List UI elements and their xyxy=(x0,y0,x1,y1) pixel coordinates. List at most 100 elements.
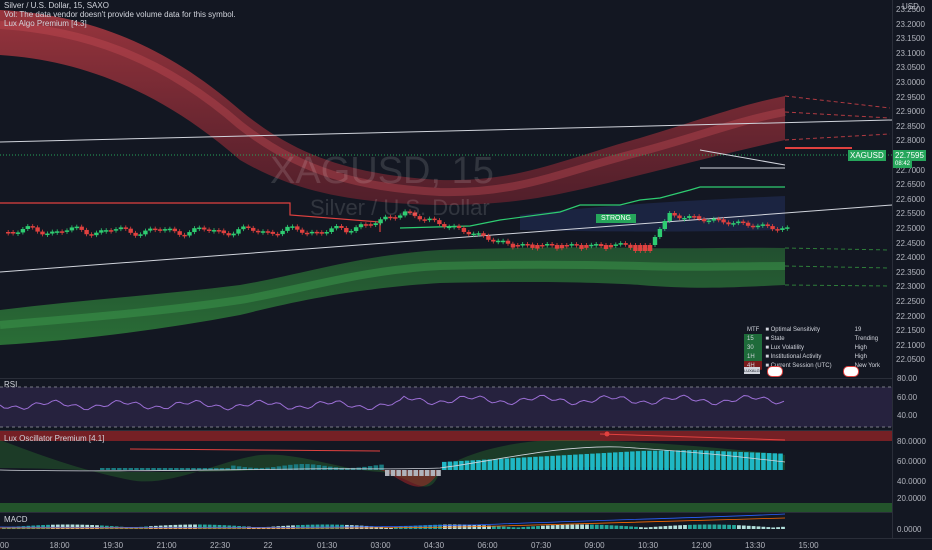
macd-legend[interactable]: MACD xyxy=(4,515,28,524)
macd-bar xyxy=(85,524,90,529)
macd-bar xyxy=(766,527,771,529)
candle xyxy=(657,229,663,237)
osc-bar xyxy=(100,468,105,470)
candle xyxy=(241,226,246,230)
osc-bar xyxy=(305,464,310,470)
candle xyxy=(10,232,16,234)
candle xyxy=(643,245,648,251)
indicator-legend[interactable]: Lux Algo Premium [4.3] xyxy=(4,19,87,28)
macd-bar xyxy=(506,526,511,529)
macd-bar xyxy=(722,524,727,529)
candle xyxy=(334,225,339,229)
osc-bar xyxy=(647,450,652,470)
macd-bar xyxy=(526,526,531,529)
dashboard-label: Optimal Sensitivity xyxy=(770,326,820,333)
candle xyxy=(427,218,432,221)
macd-bar xyxy=(771,527,776,529)
candle xyxy=(496,240,501,243)
clock-icon: ■ xyxy=(765,362,771,369)
macd-bar xyxy=(487,525,491,529)
candle xyxy=(628,244,633,248)
osc-bar xyxy=(373,465,379,470)
osc-bar xyxy=(328,466,333,470)
candle xyxy=(491,239,496,242)
rsi-tick: 80.00 xyxy=(897,374,918,383)
candle xyxy=(84,229,89,235)
dashboard-row: 1H ■ Institutional Activity High xyxy=(744,352,883,361)
macd-bar xyxy=(624,526,629,529)
macd-bar xyxy=(683,525,687,529)
candle xyxy=(647,245,653,251)
candle xyxy=(692,216,697,218)
candle xyxy=(456,225,462,228)
oscillator-legend[interactable]: Lux Oscillator Premium [4.1] xyxy=(4,434,105,443)
rsi-legend[interactable]: RSI xyxy=(4,380,18,389)
macd-bar xyxy=(70,524,75,529)
candle xyxy=(716,218,721,221)
osc-bar xyxy=(561,455,567,470)
candle xyxy=(265,231,271,233)
time-tick: 21:00 xyxy=(156,541,177,550)
osc-bar xyxy=(259,467,265,470)
osc-bar xyxy=(253,467,259,470)
bar-countdown: 08:42 xyxy=(893,160,913,168)
macd-bar xyxy=(560,524,565,529)
candle xyxy=(108,230,114,232)
osc-bar xyxy=(402,470,407,476)
osc-bar xyxy=(322,465,327,470)
candle xyxy=(99,230,104,233)
macd-bar xyxy=(570,524,575,529)
symbol-legend[interactable]: Silver / U.S. Dollar, 15, SAXO xyxy=(4,1,109,10)
osc-bar xyxy=(299,464,304,470)
osc-bar xyxy=(538,456,544,470)
macd-bar xyxy=(629,526,633,529)
candle xyxy=(579,245,584,249)
lux-dashboard: MTF ■ Optimal Sensitivity 19 15 ■ State Trend… xyxy=(744,325,883,370)
macd-bar xyxy=(207,524,212,529)
candle xyxy=(780,228,785,230)
candle xyxy=(162,229,168,231)
candle xyxy=(192,228,197,233)
candle xyxy=(706,220,712,223)
time-tick: 10:30 xyxy=(638,541,659,550)
candle xyxy=(251,227,256,231)
osc-bar xyxy=(219,468,225,470)
candle xyxy=(638,245,643,251)
candle xyxy=(25,226,30,229)
osc-bar xyxy=(481,459,487,470)
candle xyxy=(422,219,427,221)
osc-bar xyxy=(664,450,669,470)
candle xyxy=(407,211,413,213)
osc-bar xyxy=(618,452,624,470)
upper-band xyxy=(0,10,785,205)
osc-bar xyxy=(744,452,749,470)
candle xyxy=(319,232,324,234)
osc-bar xyxy=(698,450,703,470)
candle xyxy=(148,228,153,231)
macd-bar xyxy=(173,524,178,529)
volume-notice: Vol: The data vendor doesn't provide vol… xyxy=(4,10,236,19)
osc-bar xyxy=(242,467,247,470)
osc-bar xyxy=(573,454,578,470)
candle xyxy=(309,231,315,234)
dashboard-timeframe: 30 xyxy=(744,343,763,352)
price-tick: 22.2500 xyxy=(896,297,925,306)
price-tick: 22.1500 xyxy=(896,326,925,336)
candle xyxy=(378,219,383,224)
candle xyxy=(721,219,726,223)
osc-bar xyxy=(316,465,322,470)
osc-bar xyxy=(766,453,772,470)
macd-bar xyxy=(619,525,624,529)
candlestick-series xyxy=(6,209,790,253)
osc-bar xyxy=(709,450,715,470)
dashboard-label: Institutional Activity xyxy=(770,353,822,360)
candle xyxy=(123,227,128,229)
osc-bar xyxy=(185,468,190,470)
candle xyxy=(750,225,756,228)
candle xyxy=(785,227,790,229)
macd-bar xyxy=(359,525,364,529)
candle xyxy=(652,237,658,245)
candle xyxy=(545,244,550,246)
price-tick: 22.5500 xyxy=(896,209,925,219)
